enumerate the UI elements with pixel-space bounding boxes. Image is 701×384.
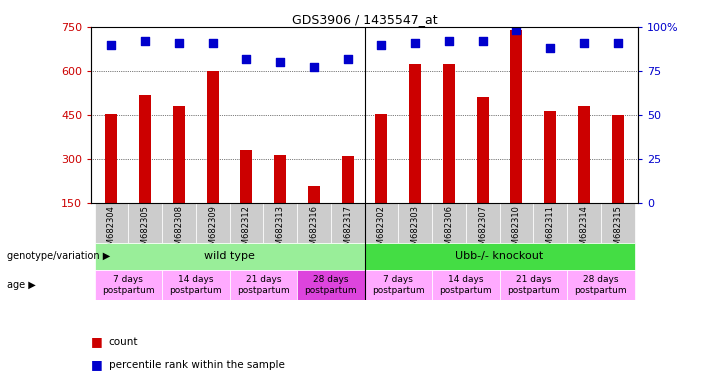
Bar xyxy=(432,270,500,300)
Text: 28 days
postpartum: 28 days postpartum xyxy=(304,275,357,295)
Bar xyxy=(601,204,634,243)
Bar xyxy=(510,30,522,204)
Bar xyxy=(95,243,365,270)
Bar xyxy=(207,71,219,204)
Text: ■: ■ xyxy=(91,358,103,371)
Bar xyxy=(308,186,320,204)
Bar xyxy=(465,204,500,243)
Text: GSM682314: GSM682314 xyxy=(580,205,588,256)
Text: 7 days
postpartum: 7 days postpartum xyxy=(372,275,425,295)
Bar xyxy=(567,204,601,243)
Bar xyxy=(432,204,465,243)
Text: GSM682309: GSM682309 xyxy=(208,205,217,256)
Text: GSM682311: GSM682311 xyxy=(545,205,554,256)
Point xyxy=(409,40,421,46)
Bar xyxy=(533,204,567,243)
Bar xyxy=(128,204,162,243)
Text: GSM682308: GSM682308 xyxy=(175,205,184,257)
Bar xyxy=(409,64,421,204)
Text: 7 days
postpartum: 7 days postpartum xyxy=(102,275,154,295)
Text: 21 days
postpartum: 21 days postpartum xyxy=(237,275,290,295)
Point xyxy=(578,40,590,46)
Bar xyxy=(229,204,264,243)
Text: GSM682307: GSM682307 xyxy=(478,205,487,257)
Bar xyxy=(162,204,196,243)
Text: 14 days
postpartum: 14 days postpartum xyxy=(170,275,222,295)
Text: 14 days
postpartum: 14 days postpartum xyxy=(440,275,492,295)
Bar xyxy=(196,204,229,243)
Point xyxy=(173,40,184,46)
Bar xyxy=(297,270,365,300)
Bar xyxy=(365,243,634,270)
Text: count: count xyxy=(109,337,138,347)
Bar xyxy=(365,270,432,300)
Bar xyxy=(331,204,365,243)
Text: GSM682303: GSM682303 xyxy=(411,205,420,257)
Bar xyxy=(173,106,185,204)
Point xyxy=(139,38,151,44)
Title: GDS3906 / 1435547_at: GDS3906 / 1435547_at xyxy=(292,13,437,26)
Text: GSM682306: GSM682306 xyxy=(444,205,454,257)
Point xyxy=(477,38,489,44)
Text: GSM682304: GSM682304 xyxy=(107,205,116,256)
Bar xyxy=(612,114,624,204)
Bar xyxy=(95,270,162,300)
Bar xyxy=(544,111,556,204)
Bar xyxy=(297,204,331,243)
Point xyxy=(376,41,387,48)
Bar xyxy=(477,98,489,204)
Bar xyxy=(500,270,567,300)
Text: GSM682315: GSM682315 xyxy=(613,205,622,256)
Bar xyxy=(139,94,151,204)
Bar xyxy=(240,151,252,204)
Text: GSM682316: GSM682316 xyxy=(309,205,318,257)
Point xyxy=(275,59,286,65)
Text: GSM682302: GSM682302 xyxy=(377,205,386,256)
Text: wild type: wild type xyxy=(204,252,255,262)
Point xyxy=(612,40,623,46)
Bar xyxy=(342,156,353,204)
Point xyxy=(511,27,522,33)
Bar xyxy=(443,64,455,204)
Bar xyxy=(398,204,432,243)
Point xyxy=(106,41,117,48)
Text: 21 days
postpartum: 21 days postpartum xyxy=(507,275,559,295)
Point xyxy=(443,38,454,44)
Text: Ubb-/- knockout: Ubb-/- knockout xyxy=(456,252,544,262)
Bar xyxy=(500,204,533,243)
Text: GSM682310: GSM682310 xyxy=(512,205,521,256)
Bar xyxy=(365,204,398,243)
Text: percentile rank within the sample: percentile rank within the sample xyxy=(109,360,285,370)
Text: GSM682312: GSM682312 xyxy=(242,205,251,256)
Point xyxy=(207,40,218,46)
Text: 28 days
postpartum: 28 days postpartum xyxy=(575,275,627,295)
Bar xyxy=(162,270,229,300)
Point xyxy=(342,56,353,62)
Text: ■: ■ xyxy=(91,335,103,348)
Text: GSM682313: GSM682313 xyxy=(275,205,285,257)
Bar xyxy=(229,270,297,300)
Bar xyxy=(376,114,388,204)
Text: age ▶: age ▶ xyxy=(7,280,36,290)
Bar xyxy=(95,204,128,243)
Bar xyxy=(578,106,590,204)
Text: genotype/variation ▶: genotype/variation ▶ xyxy=(7,252,110,262)
Text: GSM682305: GSM682305 xyxy=(141,205,149,256)
Bar xyxy=(274,155,286,204)
Bar xyxy=(105,114,117,204)
Bar xyxy=(567,270,634,300)
Point xyxy=(308,65,320,71)
Point xyxy=(545,45,556,51)
Text: GSM682317: GSM682317 xyxy=(343,205,352,257)
Point xyxy=(240,56,252,62)
Bar xyxy=(264,204,297,243)
